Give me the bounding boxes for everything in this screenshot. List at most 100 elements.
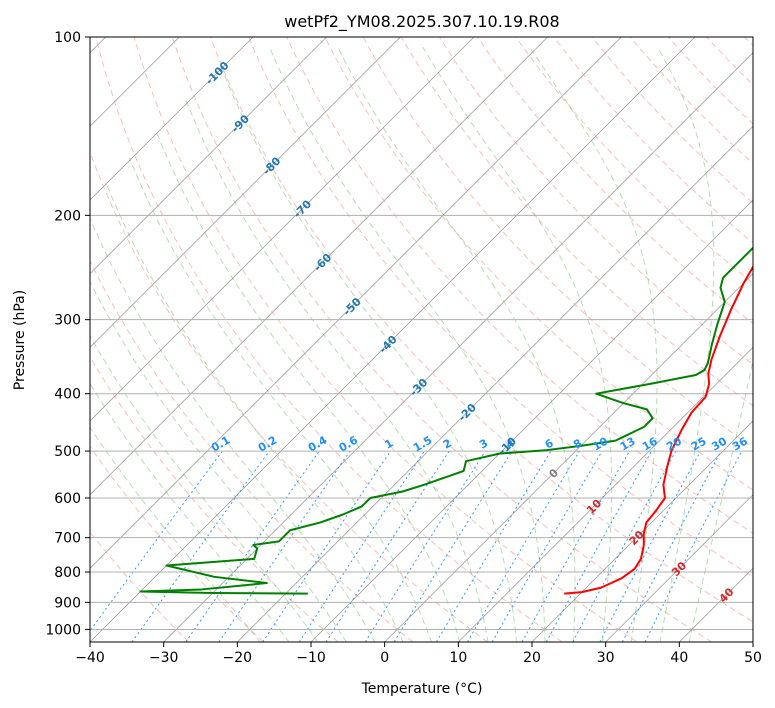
mixing-ratio-line [521,450,630,642]
isotherm-line [90,37,696,642]
dry-adiabat-line [90,445,264,642]
x-tick-label: 30 [597,650,615,666]
mixing-ratio-line [298,450,425,642]
dry-adiabat-line [706,37,753,86]
y-tick-label: 800 [54,565,81,581]
moist-adiabat-line [105,182,404,642]
isotherm-line [90,37,254,201]
isotherm-line [237,125,753,642]
mixing-ratio-line [599,450,701,642]
x-tick-label: 40 [670,650,688,666]
moist-adiabat-line [657,46,715,642]
mixing-ratio-label: 2 [441,437,454,452]
dry-adiabat-line [400,37,753,407]
moist-adiabat-line [90,217,376,642]
isotherm-line [90,37,622,569]
isotherm-line [752,641,753,642]
x-tick-label: −10 [296,650,326,666]
x-tick-label: −30 [149,650,179,666]
x-tick-label: 0 [380,650,389,666]
x-tick-label: −20 [223,650,253,666]
y-tick-label: 100 [54,30,81,46]
dry-adiabat-line [362,37,753,449]
dry-adiabat-line [591,37,753,204]
moist-adiabat-line [529,46,658,642]
x-tick-label: 20 [523,650,541,666]
dry-adiabat-label: -60 [311,251,334,274]
isotherm-line [384,273,753,642]
moist-adiabat-line [90,280,347,642]
y-tick-label: 700 [54,531,81,547]
sounding-profiles [139,246,753,595]
y-tick-label: 500 [54,444,81,460]
dry-adiabat-label: -100 [203,59,232,88]
dry-adiabat-line [668,37,753,125]
y-tick-label: 1000 [45,622,81,638]
dry-adiabat-label: -50 [341,295,364,318]
temperature-profile-line [564,264,753,595]
isotherm-line [163,52,753,642]
y-tick-label: 600 [54,491,81,507]
x-axis-ticks: −40 −30 −20 −10 0 10 20 30 40 50 [75,642,762,666]
dry-adiabat-line [248,37,753,578]
dry-adiabat-lines [90,37,753,642]
isotherm-line [679,567,753,642]
isotherm-line [90,37,548,496]
moist-adiabat-line [129,157,432,642]
dry-adiabat-line [744,37,753,47]
dry-adiabat-line [439,37,753,366]
isotherm-line [310,199,753,642]
isotherm-line [605,494,753,642]
mixing-ratio-lines [90,450,743,642]
mixing-ratio-line [90,450,223,632]
plot-frame [89,36,754,643]
dry-adiabat-line [90,531,190,642]
y-tick-label: 200 [54,208,81,224]
moist-adiabat-line [337,46,576,642]
isotherm-line [531,420,753,642]
isotherm-line [90,37,401,348]
mixing-ratio-line [572,450,677,642]
mixing-ratio-line [325,450,450,642]
dewpoint-profile-line [139,246,753,595]
dry-adiabat-line [629,37,753,165]
moist-adiabat-line [185,100,489,642]
moist-adiabat-line [90,382,290,642]
dry-adiabat-line [90,150,488,642]
mixing-ratio-line [185,450,320,642]
dry-adiabat-line [133,37,638,642]
mixing-ratio-line [393,450,513,642]
chart-title: wetPf2_YM08.2025.307.10.19.R08 [284,12,559,32]
dry-adiabat-line [553,37,753,244]
mixing-ratio-label: 3 [477,437,490,452]
y-axis-label: Pressure (hPa) [12,290,28,390]
x-tick-label: 10 [449,650,467,666]
moist-adiabat-line [90,334,319,642]
moist-adiabat-line [688,358,753,642]
dry-adiabat-label: -30 [407,376,430,399]
y-tick-label: 400 [54,387,81,403]
dry-adiabat-line [515,37,753,284]
dry-adiabat-label: 10 [584,497,604,517]
dry-adiabat-label: -20 [456,401,479,424]
x-tick-label: −40 [75,650,105,666]
isotherm-line [90,37,327,275]
y-tick-label: 300 [54,313,81,329]
dry-adiabat-label: 0 [546,466,561,481]
moist-adiabat-line [90,426,261,642]
dry-adiabat-line [477,37,753,325]
dry-adiabat-label: -40 [377,333,400,356]
dry-adiabat-line [90,259,414,642]
y-axis-ticks: 1000 900 800 700 600 500 400 300 200 100 [45,30,90,638]
moist-adiabat-line [220,65,517,642]
pressure-grid-lines [90,37,753,630]
x-axis-label: Temperature (°C) [361,681,483,697]
dry-adiabat-label: -90 [229,112,252,135]
isotherm-line [90,37,475,422]
dry-adiabat-line [95,37,563,642]
mixing-ratio-line [491,450,603,642]
moist-adiabat-line [268,46,546,642]
x-tick-label: 50 [744,650,762,666]
mixing-ratio-line [467,450,580,642]
